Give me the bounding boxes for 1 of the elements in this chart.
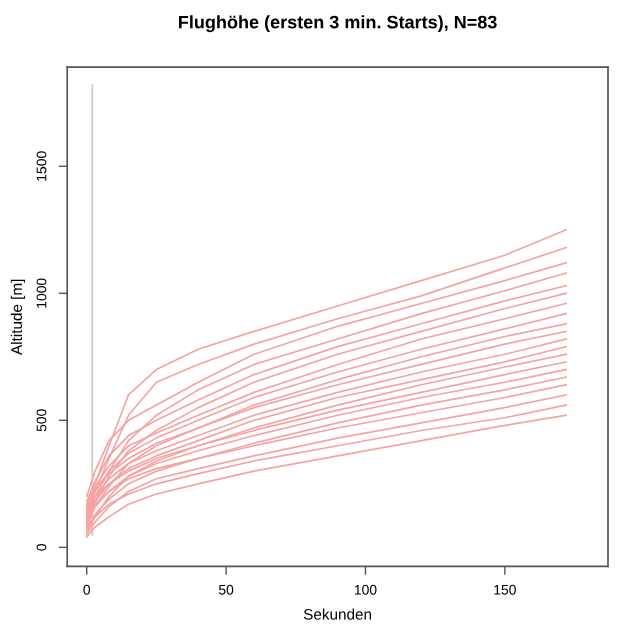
chart-title: Flughöhe (ersten 3 min. Starts), N=83: [179, 15, 497, 33]
